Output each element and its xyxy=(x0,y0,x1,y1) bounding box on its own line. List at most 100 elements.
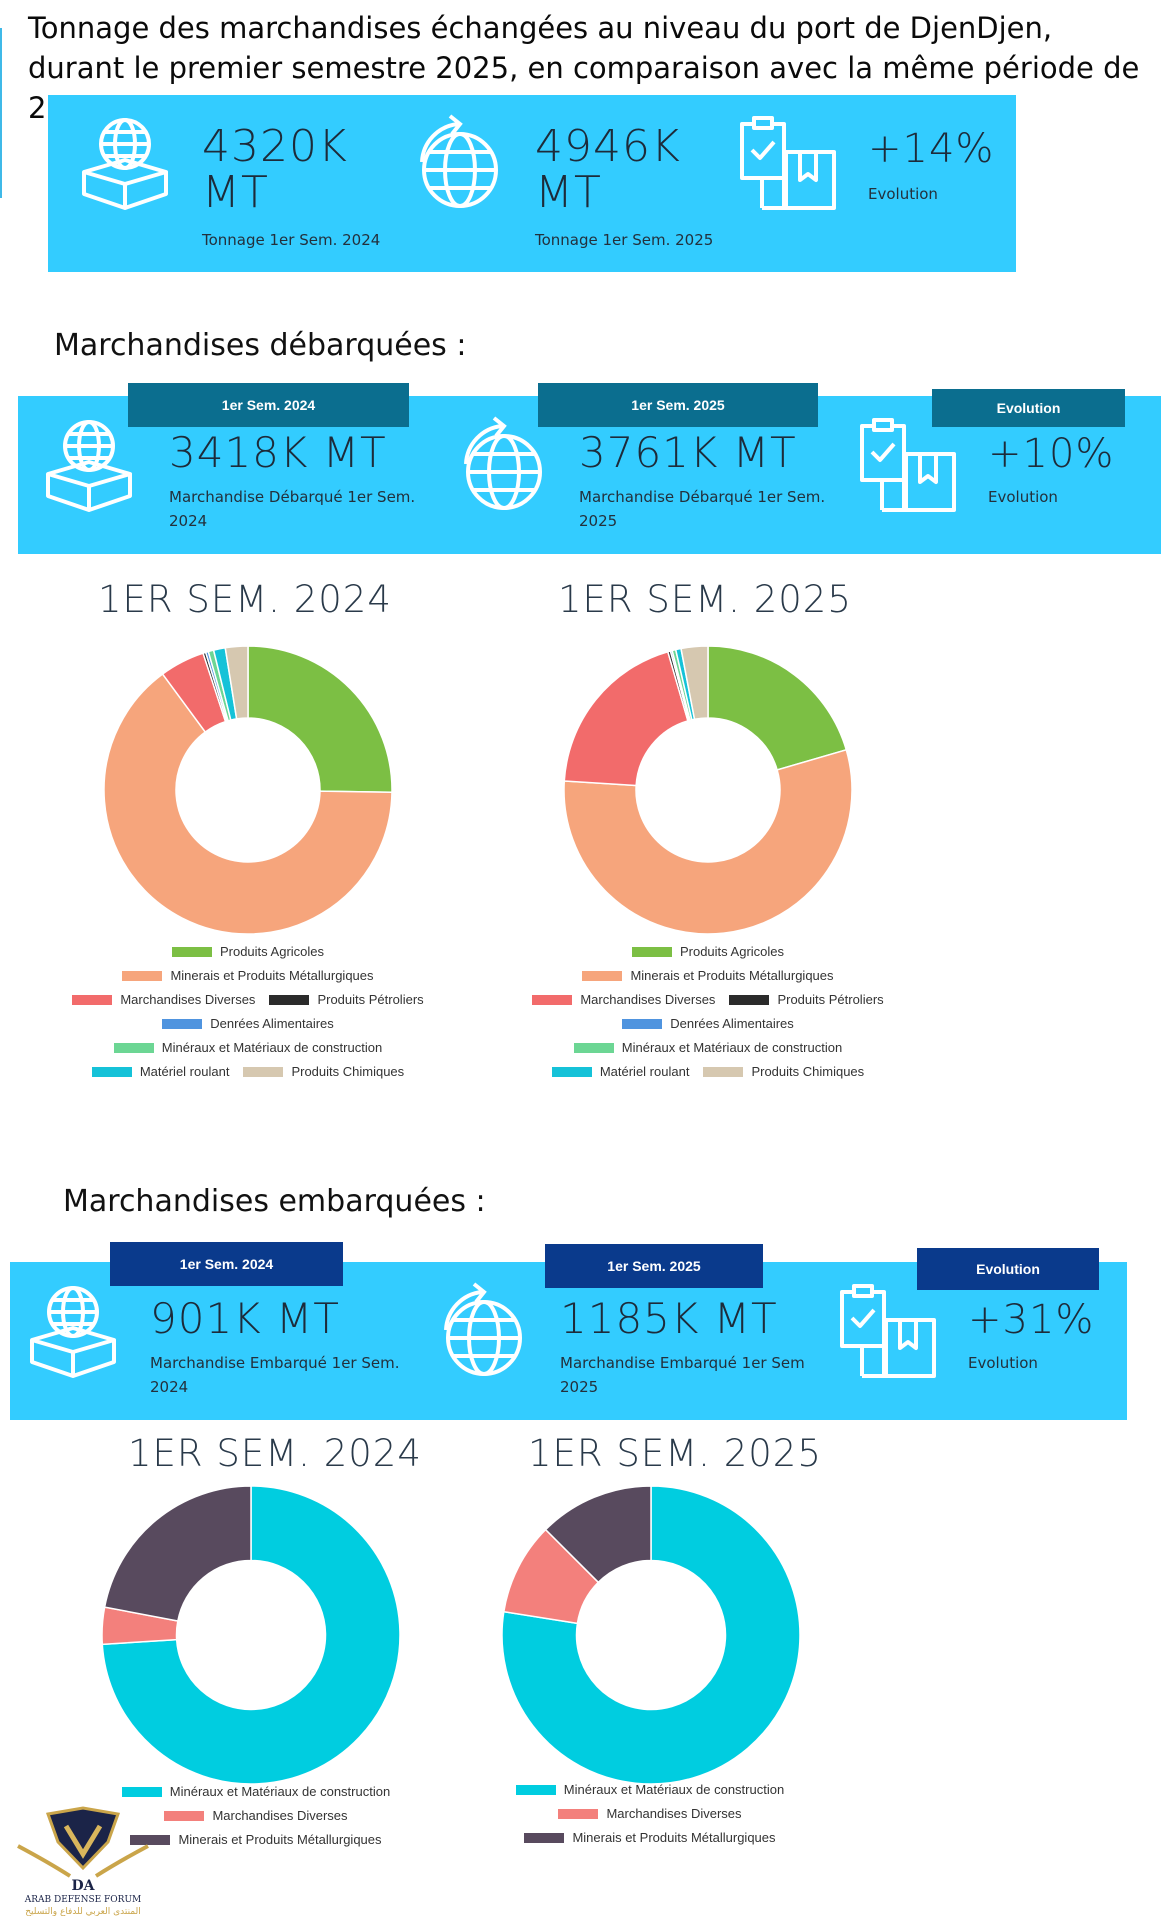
legend-swatch xyxy=(171,946,212,957)
section-heading-embarquees: Marchandises embarquées : xyxy=(63,1184,486,1219)
legend-item: Minéraux et Matériaux de construction xyxy=(113,1040,382,1055)
logo-mark: DA xyxy=(71,1878,95,1894)
clipboard-book-icon xyxy=(838,1284,938,1380)
legend-item: Marchandises Diverses xyxy=(532,992,715,1007)
embarquees-stat2-label2: 2025 xyxy=(560,1378,599,1396)
legend-swatch xyxy=(551,1066,592,1077)
overview-stat3-label: Evolution xyxy=(868,185,938,203)
legend-label: Denrées Alimentaires xyxy=(210,1016,334,1031)
section-heading-debarquees: Marchandises débarquées : xyxy=(54,328,467,363)
legend-label: Minerais et Produits Métallurgiques xyxy=(572,1830,776,1845)
donut-slice xyxy=(680,645,709,721)
legend-swatch xyxy=(91,1066,132,1077)
legend-deb-2025-row6: Matériel roulant Produits Chimiques xyxy=(508,1064,908,1079)
legend-item: Marchandises Diverses xyxy=(72,992,255,1007)
donut-chart-emb-2025 xyxy=(501,1485,801,1785)
embarquees-stat3-label: Evolution xyxy=(968,1354,1038,1372)
legend-deb-2024-row2: Minerais et Produits Métallurgiques xyxy=(48,968,448,983)
legend-label: Produits Chimiques xyxy=(751,1064,865,1079)
legend-swatch xyxy=(243,1066,284,1077)
legend-deb-2024-row5: Minéraux et Matériaux de construction xyxy=(48,1040,448,1055)
legend-swatch xyxy=(582,970,623,981)
legend-deb-2025-row2: Minerais et Produits Métallurgiques xyxy=(508,968,908,983)
legend-deb-2025-row3: Marchandises Diverses Produits Pétrolier… xyxy=(508,992,908,1007)
legend-emb-2024-row1: Minéraux et Matériaux de construction xyxy=(56,1784,456,1799)
legend-swatch xyxy=(121,1786,162,1797)
legend-item: Produits Pétroliers xyxy=(729,992,884,1007)
arab-defense-forum-logo: DA ARAB DEFENSE FORUM المنتدى العربي للد… xyxy=(8,1806,158,1917)
legend-swatch xyxy=(130,1834,171,1845)
legend-label: Marchandises Diverses xyxy=(606,1806,742,1821)
legend-item: Minerais et Produits Métallurgiques xyxy=(524,1830,776,1845)
debarquees-stat2-value: 3761K MT xyxy=(579,428,797,477)
legend-label: Produits Agricoles xyxy=(219,944,325,959)
overview-stat2-line1: 4946K xyxy=(535,121,681,172)
clipboard-book-icon xyxy=(858,418,958,514)
legend-emb-2025-row2: Marchandises Diverses xyxy=(450,1806,850,1821)
debarquees-stat2-label1: Marchandise Débarqué 1er Sem. xyxy=(579,488,826,506)
donut-chart-emb-2024 xyxy=(101,1485,401,1785)
legend-item: Matériel roulant xyxy=(91,1064,230,1079)
overview-stat2-line2: MT xyxy=(535,167,602,218)
legend-swatch xyxy=(122,970,163,981)
legend-label: Minerais et Produits Métallurgiques xyxy=(170,968,374,983)
legend-item: Produits Agricoles xyxy=(631,944,785,959)
debarquees-stat1-label2: 2024 xyxy=(169,512,208,530)
donut-chart-deb-2025 xyxy=(563,645,853,935)
embarquees-stat2-label1: Marchandise Embarqué 1er Sem xyxy=(560,1354,805,1372)
donut-slice xyxy=(563,650,689,787)
donut-slice xyxy=(103,1485,252,1622)
overview-stat3-value: +14% xyxy=(868,126,995,172)
legend-label: Minerais et Produits Métallurgiques xyxy=(178,1832,382,1847)
legend-swatch xyxy=(729,994,770,1005)
chart-title-deb-2025: 1ER SEM. 2025 xyxy=(558,578,852,621)
globe-arrow-icon xyxy=(432,1280,528,1384)
globe-arrow-icon xyxy=(452,414,548,518)
legend-label: Matériel roulant xyxy=(599,1064,690,1079)
legend-label: Produits Agricoles xyxy=(679,944,785,959)
legend-swatch xyxy=(269,994,310,1005)
embarquees-stat2-value: 1185K MT xyxy=(560,1294,778,1343)
donut-slice xyxy=(247,645,393,794)
legend-swatch xyxy=(703,1066,744,1077)
logo-text-ar: المنتدى العربي للدفاع والتسليح xyxy=(25,1907,140,1916)
overview-stat1-line2: MT xyxy=(202,167,269,218)
legend-label: Minéraux et Matériaux de construction xyxy=(563,1782,785,1797)
legend-deb-2025-row1: Produits Agricoles xyxy=(508,944,908,959)
embarquees-stat1-label2: 2024 xyxy=(150,1378,189,1396)
legend-swatch xyxy=(573,1042,614,1053)
legend-item: Marchandises Diverses xyxy=(164,1808,348,1823)
legend-item: Marchandises Diverses xyxy=(558,1806,742,1821)
tab-evolution: Evolution xyxy=(917,1248,1099,1290)
embarquees-stat1-value: 901K MT xyxy=(150,1294,340,1343)
chart-title-emb-2024: 1ER SEM. 2024 xyxy=(128,1432,422,1475)
donut-chart-deb-2024 xyxy=(103,645,393,935)
legend-item: Produits Agricoles xyxy=(171,944,325,959)
tab-evolution: Evolution xyxy=(932,389,1125,427)
tab-2025: 1er Sem. 2025 xyxy=(538,383,818,427)
legend-swatch xyxy=(515,1784,556,1795)
overview-stat1-line1: 4320K xyxy=(202,121,348,172)
legend-swatch xyxy=(532,994,573,1005)
legend-item: Minerais et Produits Métallurgiques xyxy=(130,1832,382,1847)
donut-slice xyxy=(544,1485,652,1584)
legend-deb-2024-row4: Denrées Alimentaires xyxy=(48,1016,448,1031)
globe-box-icon xyxy=(26,1282,120,1382)
legend-swatch xyxy=(164,1810,205,1821)
donut-slice xyxy=(101,1485,401,1785)
legend-label: Marchandises Diverses xyxy=(580,992,716,1007)
page-title: Tonnage des marchandises échangées au ni… xyxy=(28,11,1140,125)
legend-deb-2024-row1: Produits Agricoles xyxy=(48,944,448,959)
donut-slice xyxy=(563,748,853,935)
debarquees-stat2-label2: 2025 xyxy=(579,512,618,530)
legend-item: Minéraux et Matériaux de construction xyxy=(573,1040,842,1055)
legend-emb-2024-row3: Minerais et Produits Métallurgiques xyxy=(56,1832,456,1847)
donut-slice xyxy=(224,645,249,720)
debarquees-stat3-value: +10% xyxy=(988,431,1115,477)
legend-deb-2025-row5: Minéraux et Matériaux de construction xyxy=(508,1040,908,1055)
donut-slice xyxy=(103,672,393,935)
legend-label: Matériel roulant xyxy=(139,1064,230,1079)
tab-2024: 1er Sem. 2024 xyxy=(128,383,409,427)
debarquees-stat1-value: 3418K MT xyxy=(169,428,387,477)
legend-item: Minéraux et Matériaux de construction xyxy=(121,1784,390,1799)
